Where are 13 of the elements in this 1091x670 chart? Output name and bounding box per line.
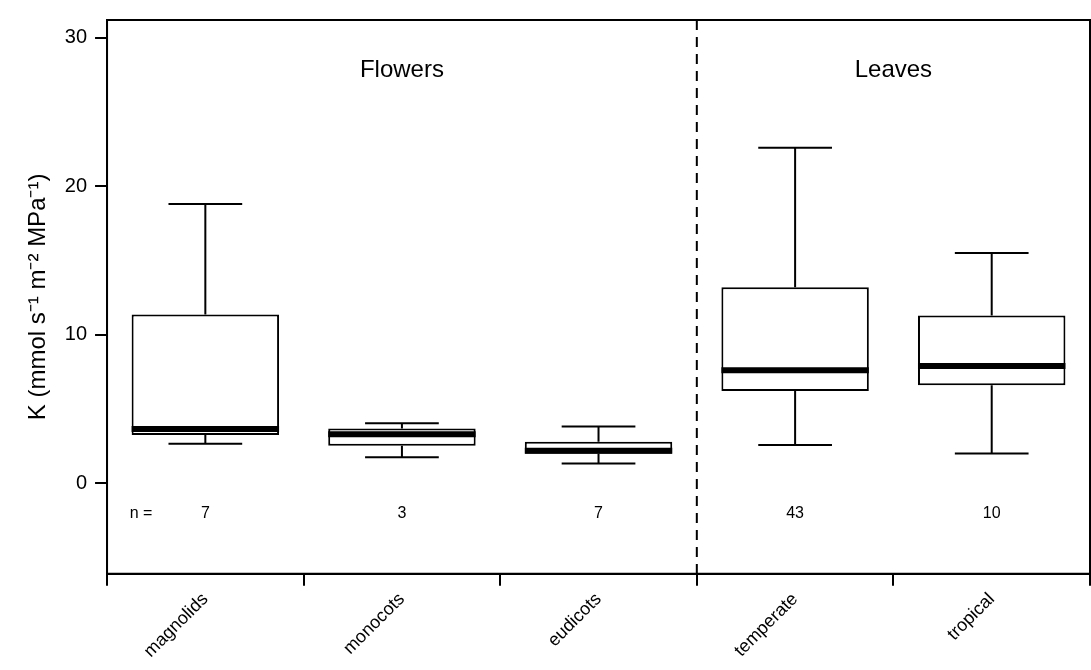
annotation: Leaves bbox=[854, 54, 933, 82]
annotation: 10 bbox=[982, 504, 1001, 522]
annotation: Flowers bbox=[359, 54, 444, 82]
y-axis-title: K (mmol s⁻¹ m⁻² MPa⁻¹) bbox=[23, 173, 51, 421]
annotation: 43 bbox=[786, 504, 805, 522]
annotation: 7 bbox=[200, 504, 210, 522]
y-tick-label: 20 bbox=[64, 173, 88, 196]
annotation: 3 bbox=[397, 504, 407, 522]
y-tick-label: 30 bbox=[64, 25, 88, 48]
y-tick-label: 0 bbox=[75, 470, 88, 493]
y-tick-label: 10 bbox=[64, 322, 88, 345]
annotation: 7 bbox=[594, 504, 604, 522]
annotation: n = bbox=[129, 504, 153, 522]
